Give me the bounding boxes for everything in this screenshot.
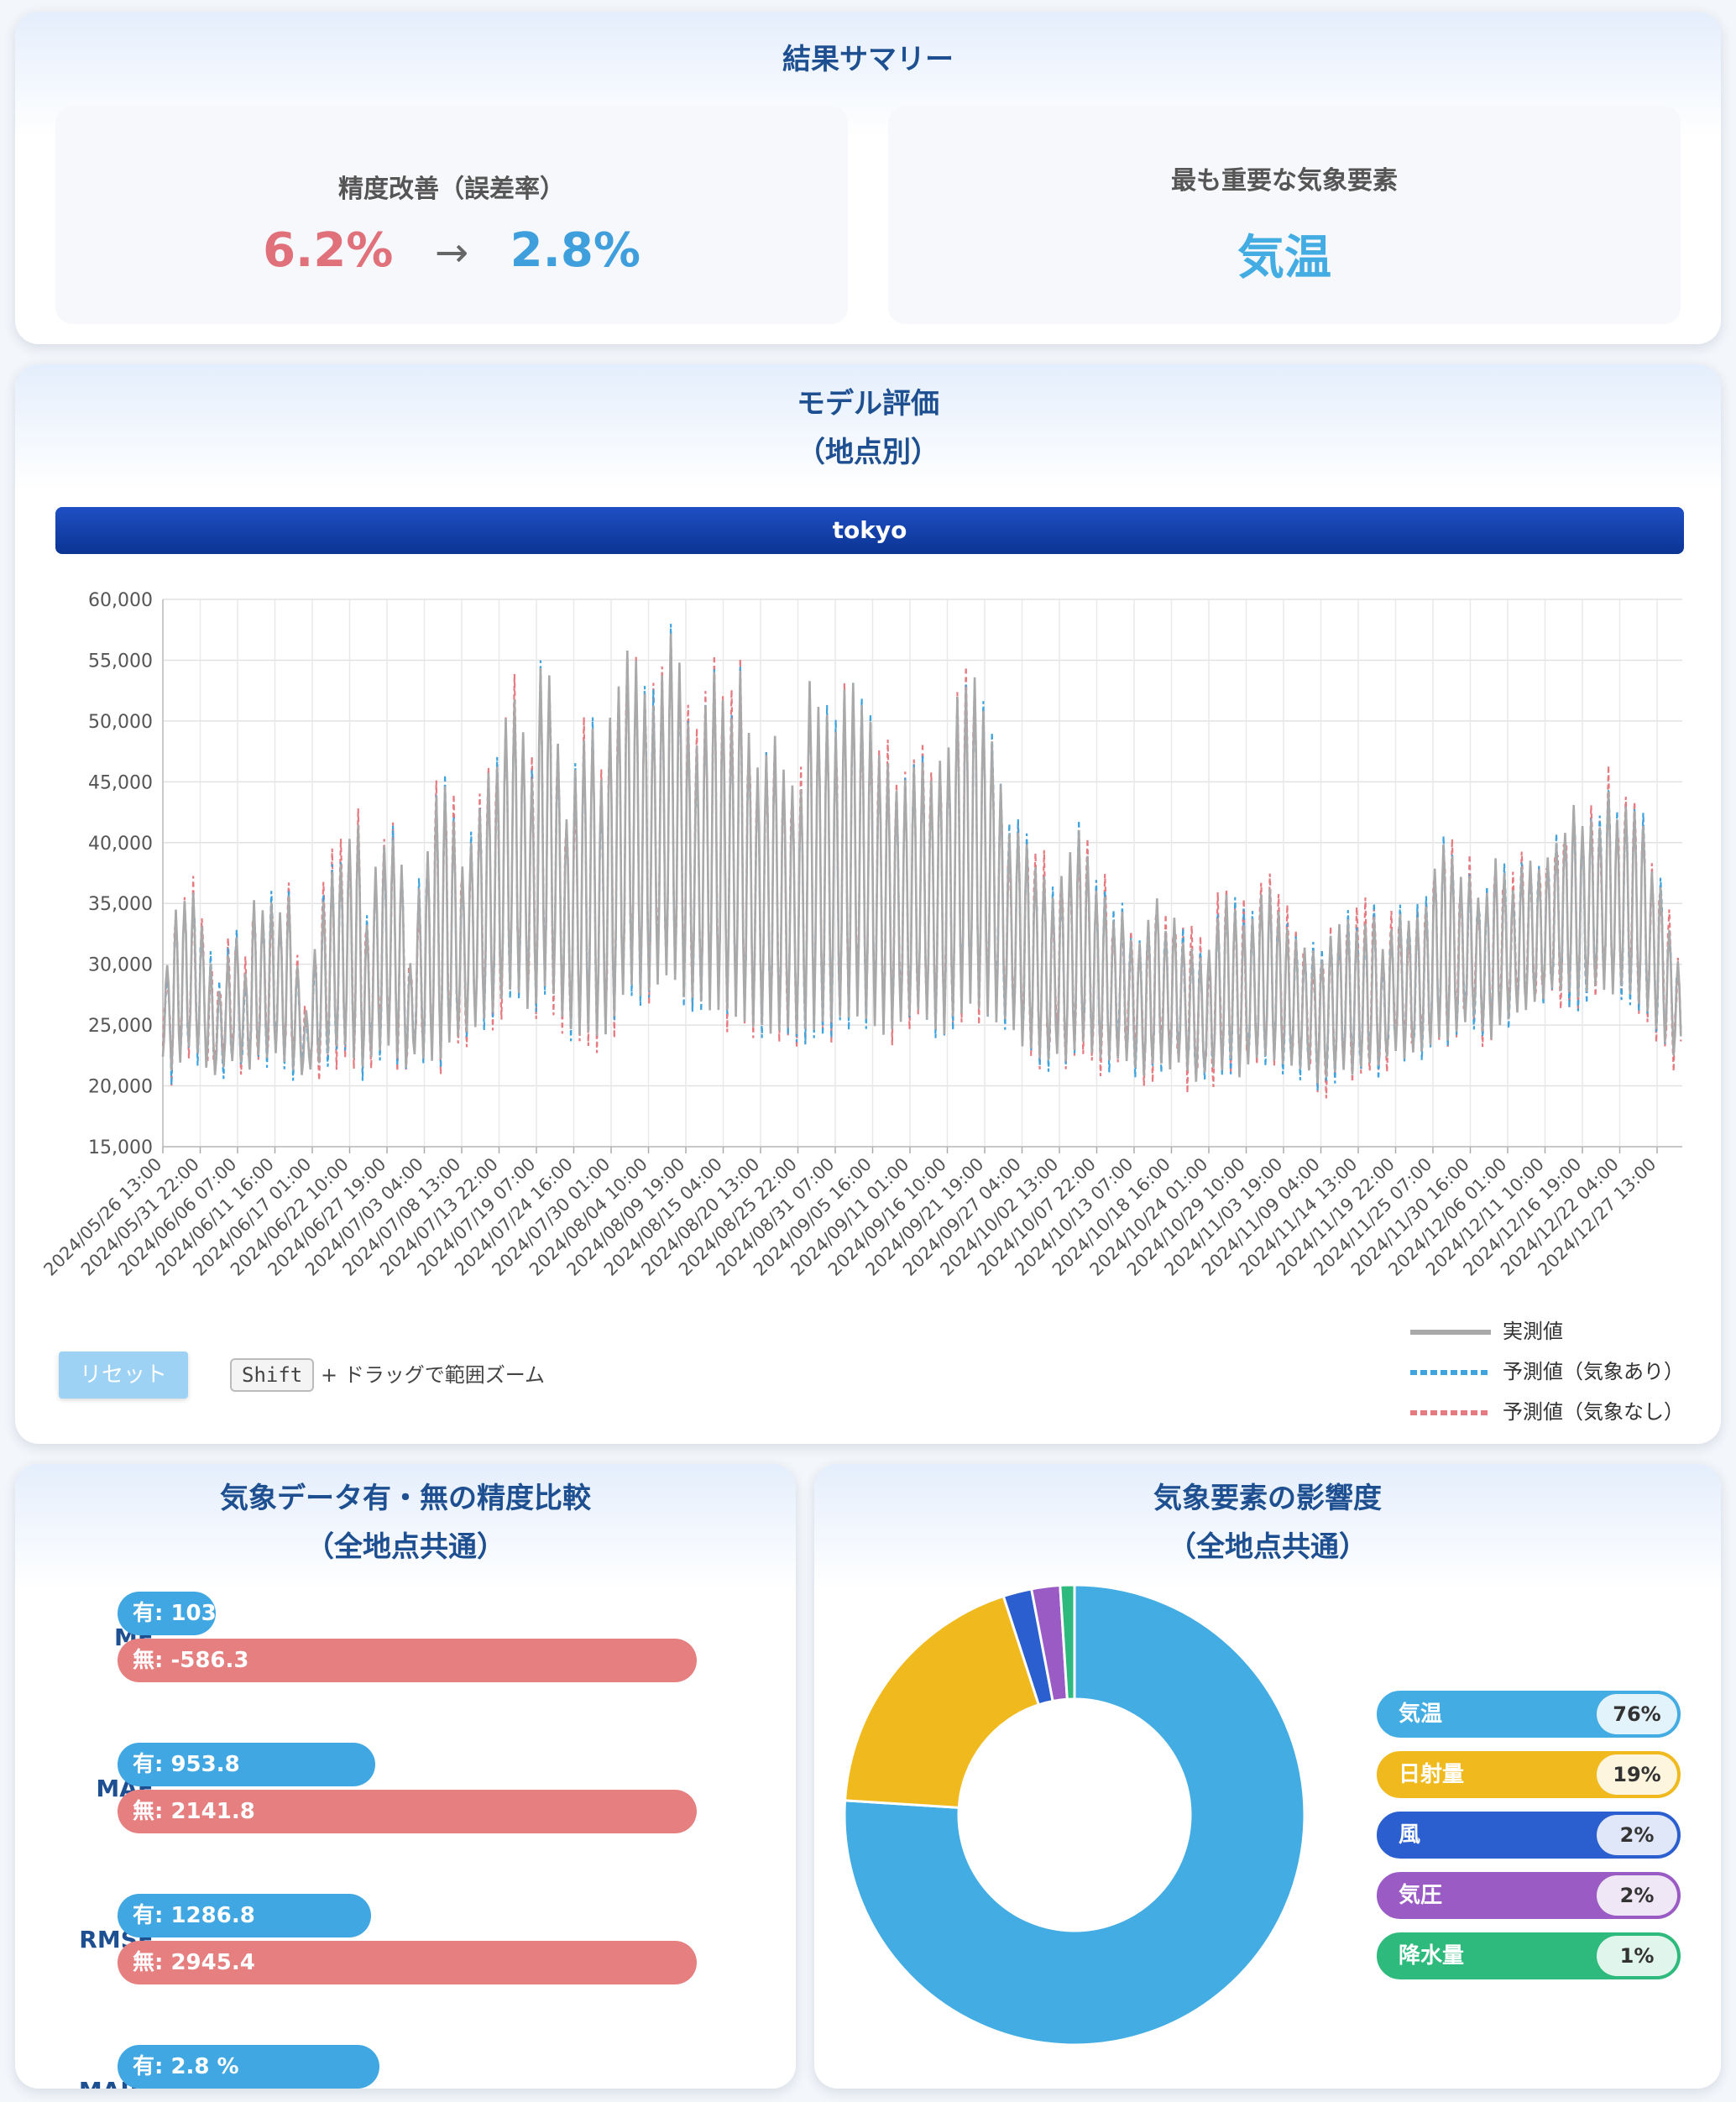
importance-pill-3[interactable]: 気圧 2%: [1377, 1872, 1681, 1919]
metric-bar-value-without: 無: -586.3: [133, 1648, 249, 1673]
legend-actual-swatch: [1410, 1330, 1491, 1335]
importance-pill-0[interactable]: 気温 76%: [1377, 1691, 1681, 1738]
donut-slice-0[interactable]: [843, 1583, 1306, 2047]
importance-pill-percent: 1%: [1597, 1936, 1677, 1976]
importance-header: [814, 1464, 1721, 1590]
metric-bar-without[interactable]: 無: -586.3: [118, 1639, 697, 1682]
metric-bar-fill-with: [118, 1592, 217, 1635]
shift-key-badge: Shift: [230, 1358, 315, 1392]
y-tick-label: 35,000: [88, 894, 153, 915]
importance-title-line2: （全地点共通）: [1168, 1530, 1367, 1564]
donut-slice-1[interactable]: [843, 1594, 1041, 1809]
metric-bar-fill-with: [118, 2045, 379, 2089]
model-eval-title-line1: モデル評価: [797, 387, 939, 421]
metric-bar-value-without: 無: 2141.8: [133, 1799, 255, 1824]
metric-bar-fill-with: [118, 1894, 371, 1937]
importance-pill-2[interactable]: 風 2%: [1377, 1812, 1681, 1859]
model-eval-header: [15, 364, 1721, 490]
importance-pill-4[interactable]: 降水量 1%: [1377, 1932, 1681, 1979]
metric-bar-value-with: 有: 1286.8: [133, 1903, 255, 1928]
metric-bar-fill-with: [118, 1743, 376, 1786]
metric-bar-with[interactable]: 有: 103.3: [118, 1592, 478, 1635]
legend-pred-without-swatch: [1410, 1410, 1491, 1415]
importance-pill-percent: 76%: [1597, 1694, 1677, 1734]
comparison-title-line1: 気象データ有・無の精度比較: [220, 1482, 591, 1515]
series-actual-line: [161, 633, 1682, 1084]
accuracy-after: 2.8%: [510, 223, 641, 278]
importance-pill-label: 日射量: [1399, 1762, 1465, 1787]
y-tick-label: 50,000: [88, 712, 153, 733]
importance-pill-label: 風: [1399, 1822, 1421, 1848]
importance-title-line1: 気象要素の影響度: [1153, 1482, 1382, 1515]
metric-bar-fill-without: [118, 1941, 697, 1984]
metric-bar-without[interactable]: 無: 2141.8: [118, 1790, 697, 1833]
importance-pill-label: 気温: [1399, 1702, 1443, 1727]
importance-pill-percent: 2%: [1597, 1815, 1677, 1855]
model-eval-card: モデル評価 （地点別） tokyo 15,000 20,000 25,000 30,0…: [15, 364, 1721, 1444]
comparison-title-line2: （全地点共通）: [306, 1530, 505, 1564]
legend-pred-with-label: 予測値（気象あり）: [1503, 1360, 1684, 1383]
zoom-hint-text: + ドラッグで範囲ズーム: [321, 1363, 546, 1387]
summary-card: 結果サマリー 精度改善（誤差率） 6.2% → 2.8% 最も重要な気象要素 気…: [15, 12, 1721, 344]
metric-bar-fill-without: [118, 1639, 697, 1682]
metric-bar-fill-without: [118, 1790, 697, 1833]
importance-pill-1[interactable]: 日射量 19%: [1377, 1751, 1681, 1798]
metric-bar-without[interactable]: 無: 2945.4: [118, 1941, 697, 1984]
y-tick-label: 60,000: [88, 590, 153, 611]
accuracy-label: 精度改善（誤差率）: [338, 175, 565, 204]
accuracy-before: 6.2%: [263, 223, 394, 278]
comparison-header: [15, 1464, 796, 1590]
importance-card: 気象要素の影響度 （全地点共通） 気温 76% 日射量 19% 風 2% 気圧 2% 降水量 1%: [814, 1464, 1721, 2089]
donut-slice-4[interactable]: [1059, 1583, 1076, 1701]
y-tick-label: 45,000: [88, 772, 153, 793]
accuracy-arrow: →: [434, 229, 469, 276]
location-tab-tokyo[interactable]: tokyo: [55, 507, 1684, 554]
importance-pill-percent: 2%: [1597, 1875, 1677, 1916]
metric-bar-with[interactable]: 有: 2.8 %: [118, 2045, 478, 2089]
legend-pred-without-label: 予測値（気象なし）: [1503, 1400, 1684, 1424]
importance-pill-label: 気圧: [1399, 1883, 1443, 1908]
timeseries-chart[interactable]: 15,000 20,000 25,000 30,000 35,000 40,000 45,0…: [15, 566, 1721, 1338]
accuracy-values: 6.2% → 2.8%: [55, 223, 848, 278]
summary-title: 結果サマリー: [782, 43, 954, 76]
metric-bar-with[interactable]: 有: 953.8: [118, 1743, 478, 1786]
metric-bar-value-with: 有: 953.8: [133, 1752, 240, 1777]
important-factor-label: 最も重要な気象要素: [1171, 166, 1398, 196]
y-tick-label: 55,000: [88, 651, 153, 672]
importance-donut-chart[interactable]: [831, 1561, 1335, 2065]
y-tick-label: 30,000: [88, 955, 153, 976]
y-tick-label: 25,000: [88, 1016, 153, 1037]
metric-bar-with[interactable]: 有: 1286.8: [118, 1894, 478, 1937]
importance-pill-percent: 19%: [1597, 1754, 1677, 1795]
important-factor-value: 気温: [1237, 231, 1331, 285]
metric-bar-value-without: 無: 2945.4: [133, 1950, 255, 1975]
legend-pred-with-swatch: [1410, 1370, 1491, 1375]
y-tick-label: 15,000: [88, 1137, 153, 1158]
y-tick-label: 40,000: [88, 834, 153, 855]
legend-actual-label: 実測値: [1503, 1320, 1563, 1343]
y-tick-label: 20,000: [88, 1077, 153, 1098]
importance-pill-label: 降水量: [1399, 1943, 1465, 1969]
model-eval-title-line2: （地点別）: [797, 436, 939, 469]
accuracy-stat-box: 精度改善（誤差率） 6.2% → 2.8%: [55, 106, 848, 324]
reset-zoom-button[interactable]: リセット: [59, 1352, 188, 1399]
metric-bar-value-with: 有: 2.8 %: [133, 2054, 239, 2079]
metric-bar-value-with: 有: 103.3: [133, 1601, 240, 1626]
comparison-card: 気象データ有・無の精度比較 （全地点共通） ME?有: 103.3無: -586…: [15, 1464, 796, 2089]
important-factor-box: 最も重要な気象要素 気温: [888, 106, 1681, 324]
